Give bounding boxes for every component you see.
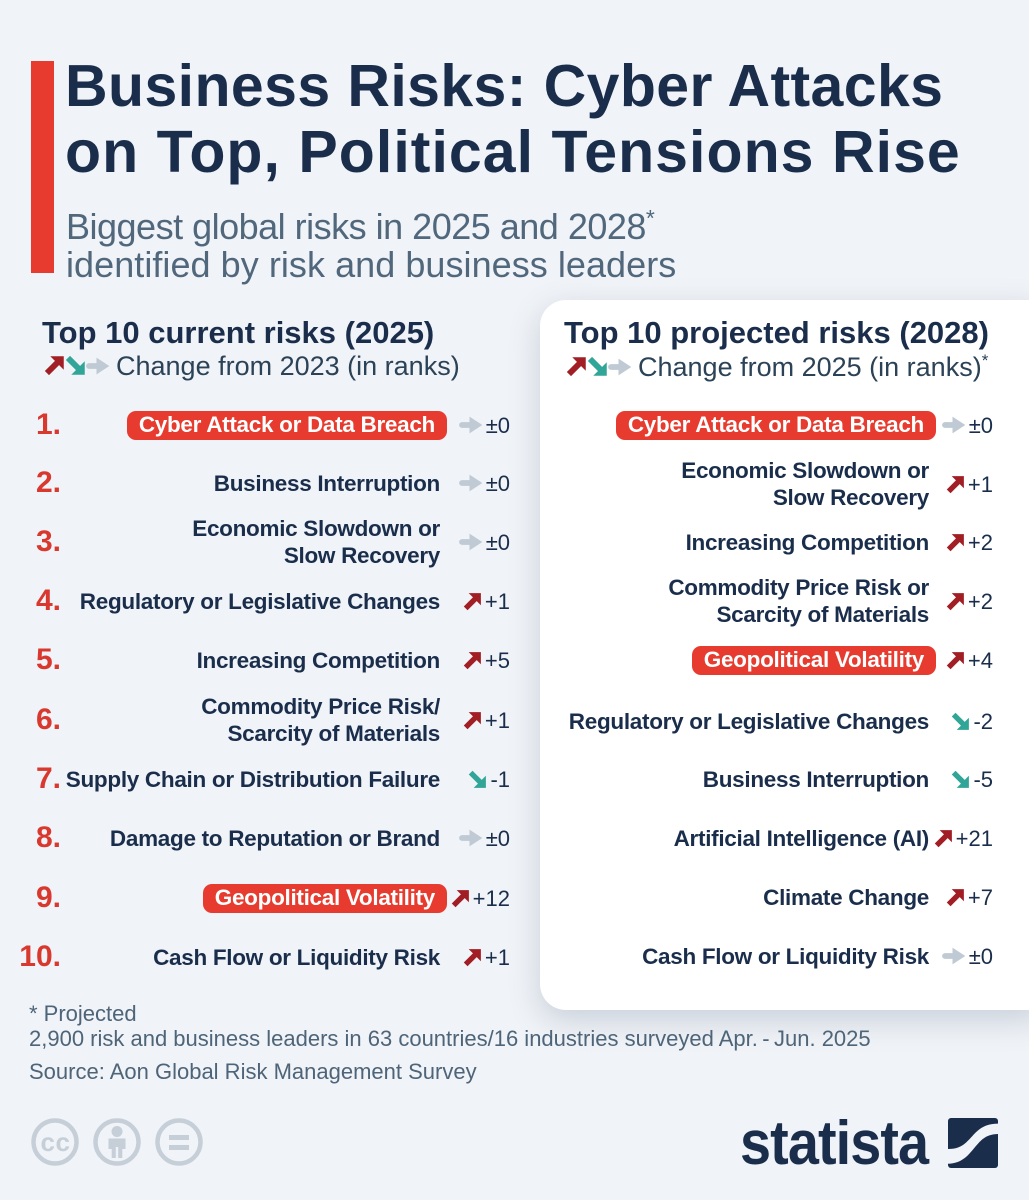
svg-text:cc: cc bbox=[41, 1127, 71, 1157]
